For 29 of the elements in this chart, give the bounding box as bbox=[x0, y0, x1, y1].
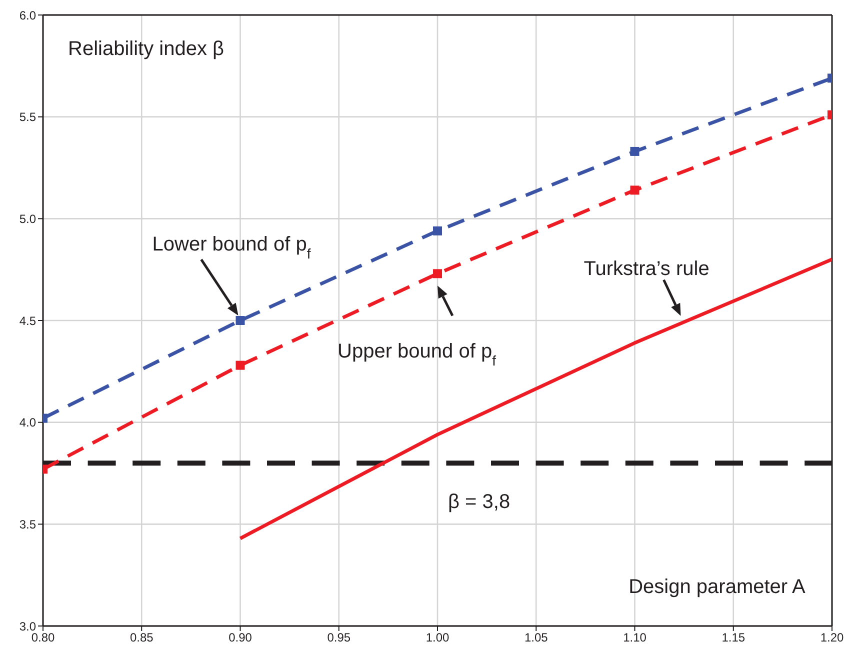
y-tick-label: 4.5 bbox=[19, 314, 36, 328]
line-series bbox=[238, 258, 832, 540]
y-tick-label: 4.0 bbox=[19, 416, 36, 430]
point bbox=[630, 146, 640, 156]
x-tick-label: 0.90 bbox=[228, 630, 252, 645]
point bbox=[236, 316, 245, 325]
x-tick-label: 0.85 bbox=[130, 630, 154, 645]
series-label: Upper bound of p$_{f}$ bbox=[338, 340, 496, 369]
x-tick-label: 1.00 bbox=[426, 630, 450, 645]
x-tick-label: 0.80 bbox=[31, 630, 55, 645]
x-tick-label: 1.15 bbox=[722, 630, 746, 645]
y-tick-label: 5.5 bbox=[19, 110, 36, 124]
x-tick-label: 0.95 bbox=[327, 630, 351, 645]
y-axis-title: Reliability index β bbox=[68, 38, 224, 60]
point bbox=[433, 226, 442, 236]
point bbox=[433, 269, 442, 278]
point bbox=[630, 186, 640, 195]
x-tick-label: 1.20 bbox=[820, 630, 844, 645]
x-tick-label: 1.05 bbox=[524, 630, 548, 645]
y-tick-label: 6.0 bbox=[19, 8, 36, 22]
series-label: Lower bound of p$_{f}$ bbox=[152, 234, 311, 262]
x-tick-label: 1.10 bbox=[623, 630, 647, 645]
x-axis-title: Design parameter A bbox=[628, 576, 806, 598]
y-tick-label: 5.0 bbox=[19, 212, 36, 226]
point bbox=[236, 360, 245, 370]
y-tick-label: 3.0 bbox=[19, 619, 36, 634]
series-label: Turkstra’s rule bbox=[584, 258, 710, 280]
ref-line-label: β = 3,8 bbox=[448, 491, 510, 514]
y-tick-label: 3.5 bbox=[19, 517, 36, 532]
